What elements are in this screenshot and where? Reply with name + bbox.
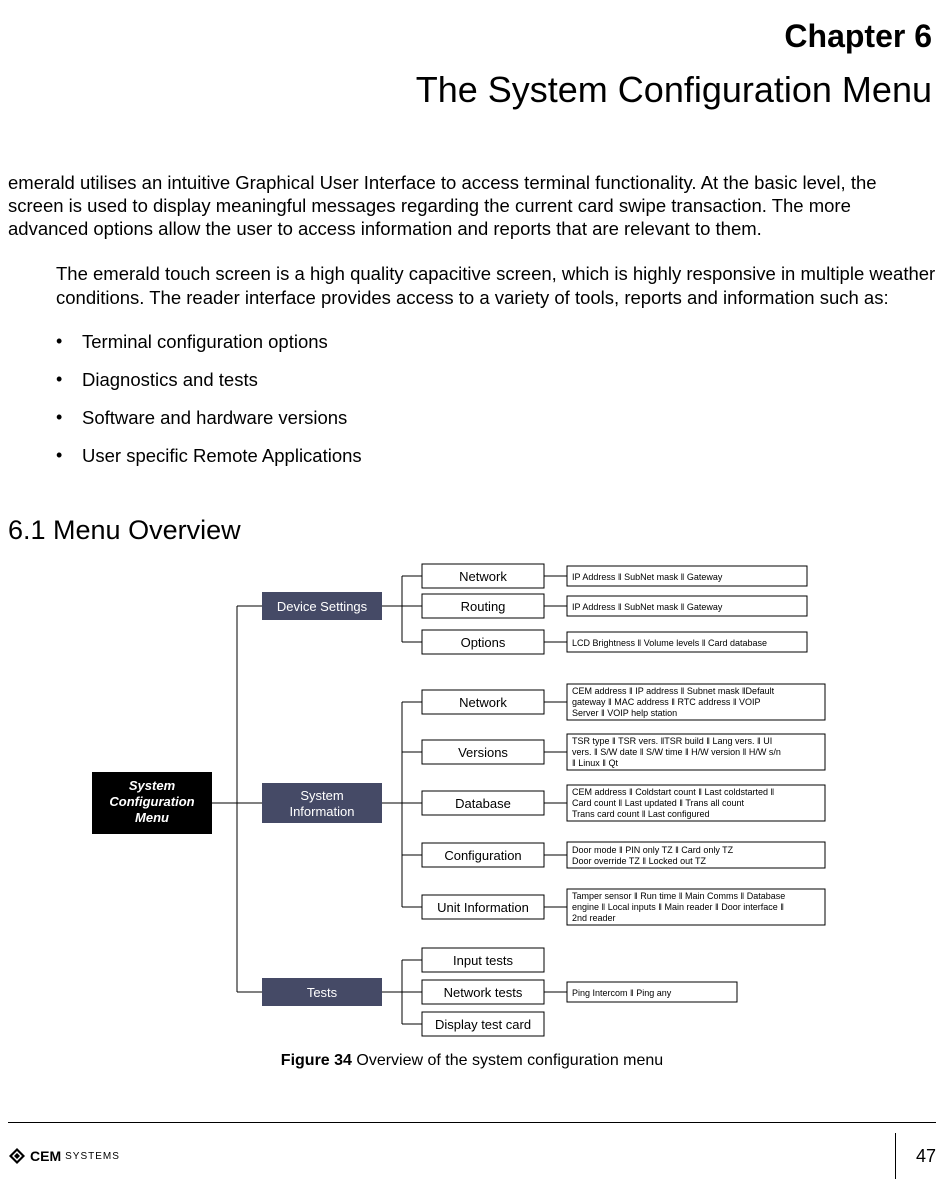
bullet-item: Diagnostics and tests (56, 369, 936, 391)
svg-text:Routing: Routing (461, 599, 506, 614)
svg-text:Network: Network (459, 569, 507, 584)
chapter-number: Chapter 6 (8, 18, 936, 55)
figure-text: Overview of the system configuration men… (352, 1052, 663, 1069)
svg-text:Door override TZ ‖ Locked out: Door override TZ ‖ Locked out TZ (572, 856, 706, 866)
section-heading: 6.1 Menu Overview (8, 515, 936, 546)
chapter-title: The System Configuration Menu (8, 69, 936, 111)
body-paragraph: The emerald touch screen is a high quali… (56, 262, 936, 308)
svg-text:gateway ‖ MAC address ‖ RTC ad: gateway ‖ MAC address ‖ RTC address ‖ VO… (572, 697, 761, 707)
svg-text:CEM address ‖ Coldstart count: CEM address ‖ Coldstart count ‖ Last col… (572, 787, 774, 797)
svg-text:System: System (300, 788, 343, 803)
svg-text:Configuration: Configuration (444, 848, 521, 863)
brand-suffix: SYSTEMS (65, 1151, 120, 1162)
svg-text:LCD Brightness ‖ Volume levels: LCD Brightness ‖ Volume levels ‖ Card da… (572, 638, 767, 648)
page-number: 47 (895, 1133, 936, 1179)
svg-text:vers. ‖ S/W date ‖ S/W time ‖: vers. ‖ S/W date ‖ S/W time ‖ H/W versio… (572, 747, 781, 757)
svg-text:Server ‖ VOIP help station: Server ‖ VOIP help station (572, 708, 677, 718)
svg-text:Configuration: Configuration (109, 794, 194, 809)
svg-text:Versions: Versions (458, 745, 508, 760)
diamond-icon (8, 1147, 26, 1165)
figure-caption: Figure 34 Overview of the system configu… (8, 1052, 936, 1070)
figure-label: Figure 34 (281, 1052, 352, 1069)
svg-text:engine ‖ Local inputs ‖ Main r: engine ‖ Local inputs ‖ Main reader ‖ Do… (572, 902, 784, 912)
svg-text:Options: Options (461, 635, 506, 650)
svg-text:Menu: Menu (135, 810, 169, 825)
svg-text:Tamper sensor ‖ Run time ‖ Mai: Tamper sensor ‖ Run time ‖ Main Comms ‖ … (572, 891, 785, 901)
menu-overview-diagram: System Configuration Menu Device Setting… (92, 562, 852, 1042)
svg-text:Door mode ‖ PIN only TZ ‖ Card: Door mode ‖ PIN only TZ ‖ Card only TZ (572, 845, 734, 855)
page-footer: CEM SYSTEMS 47 (8, 1122, 936, 1179)
svg-text:Device Settings: Device Settings (277, 599, 368, 614)
bullet-list: Terminal configuration options Diagnosti… (56, 331, 936, 467)
brand-name: CEM (30, 1148, 61, 1164)
bullet-item: User specific Remote Applications (56, 445, 936, 467)
svg-text:Ping Intercom ‖ Ping any: Ping Intercom ‖ Ping any (572, 988, 672, 998)
svg-text:Input tests: Input tests (453, 953, 513, 968)
svg-text:IP Address ‖ SubNet mask ‖ Gat: IP Address ‖ SubNet mask ‖ Gateway (572, 602, 723, 612)
svg-text:‖ Linux ‖ Qt: ‖ Linux ‖ Qt (572, 758, 618, 768)
svg-text:Trans card count ‖ Last config: Trans card count ‖ Last configured (572, 809, 709, 819)
svg-text:Tests: Tests (307, 985, 338, 1000)
svg-text:2nd reader: 2nd reader (572, 913, 616, 923)
svg-text:Information: Information (289, 804, 354, 819)
intro-paragraph: emerald utilises an intuitive Graphical … (8, 171, 936, 240)
svg-text:Card count ‖ Last updated ‖ Tr: Card count ‖ Last updated ‖ Trans all co… (572, 798, 745, 808)
svg-text:Display test card: Display test card (435, 1017, 531, 1032)
bullet-item: Terminal configuration options (56, 331, 936, 353)
svg-text:System: System (129, 778, 176, 793)
svg-text:Database: Database (455, 796, 511, 811)
svg-text:Unit Information: Unit Information (437, 900, 529, 915)
svg-text:Network: Network (459, 695, 507, 710)
brand-logo: CEM SYSTEMS (8, 1147, 120, 1165)
bullet-item: Software and hardware versions (56, 407, 936, 429)
svg-text:Network tests: Network tests (444, 985, 523, 1000)
svg-text:IP Address ‖ SubNet mask ‖ Gat: IP Address ‖ SubNet mask ‖ Gateway (572, 572, 723, 582)
svg-text:TSR type ‖ TSR vers. ‖TSR buil: TSR type ‖ TSR vers. ‖TSR build ‖ Lang v… (572, 736, 772, 746)
svg-text:CEM address ‖ IP address ‖ Sub: CEM address ‖ IP address ‖ Subnet mask ‖… (572, 686, 775, 696)
